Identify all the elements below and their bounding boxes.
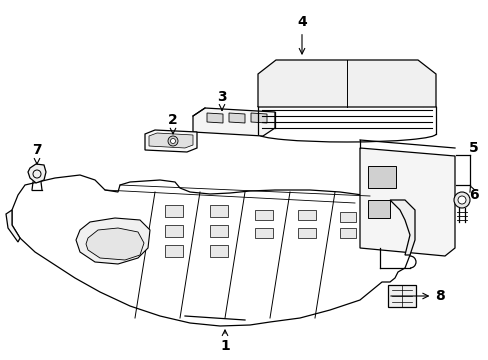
Polygon shape <box>359 148 454 256</box>
Polygon shape <box>258 60 435 107</box>
Polygon shape <box>228 113 244 123</box>
Polygon shape <box>145 130 197 152</box>
Polygon shape <box>209 245 227 257</box>
Circle shape <box>457 196 465 204</box>
Polygon shape <box>250 113 266 123</box>
Polygon shape <box>164 225 183 237</box>
Text: 3: 3 <box>217 90 226 110</box>
Polygon shape <box>387 285 415 307</box>
Polygon shape <box>367 166 395 188</box>
Polygon shape <box>86 228 143 260</box>
Text: 1: 1 <box>220 330 229 353</box>
Text: 8: 8 <box>390 289 444 303</box>
Polygon shape <box>367 200 389 218</box>
Polygon shape <box>206 113 223 123</box>
Polygon shape <box>209 205 227 217</box>
Text: 6: 6 <box>468 185 478 202</box>
Polygon shape <box>76 218 150 264</box>
Polygon shape <box>389 200 414 255</box>
Text: 2: 2 <box>168 113 178 134</box>
Circle shape <box>168 136 178 146</box>
Circle shape <box>170 139 175 144</box>
Circle shape <box>453 192 469 208</box>
Polygon shape <box>297 210 315 220</box>
Polygon shape <box>254 210 272 220</box>
Text: 7: 7 <box>32 143 42 164</box>
Polygon shape <box>339 212 355 222</box>
Polygon shape <box>164 205 183 217</box>
Polygon shape <box>209 225 227 237</box>
Polygon shape <box>12 175 409 326</box>
Polygon shape <box>297 228 315 238</box>
Polygon shape <box>164 245 183 257</box>
Polygon shape <box>193 108 274 136</box>
Polygon shape <box>254 228 272 238</box>
Polygon shape <box>6 210 20 242</box>
Polygon shape <box>149 133 193 148</box>
Text: 4: 4 <box>297 15 306 54</box>
Text: 5: 5 <box>468 141 478 155</box>
Polygon shape <box>28 164 46 183</box>
Polygon shape <box>339 228 355 238</box>
